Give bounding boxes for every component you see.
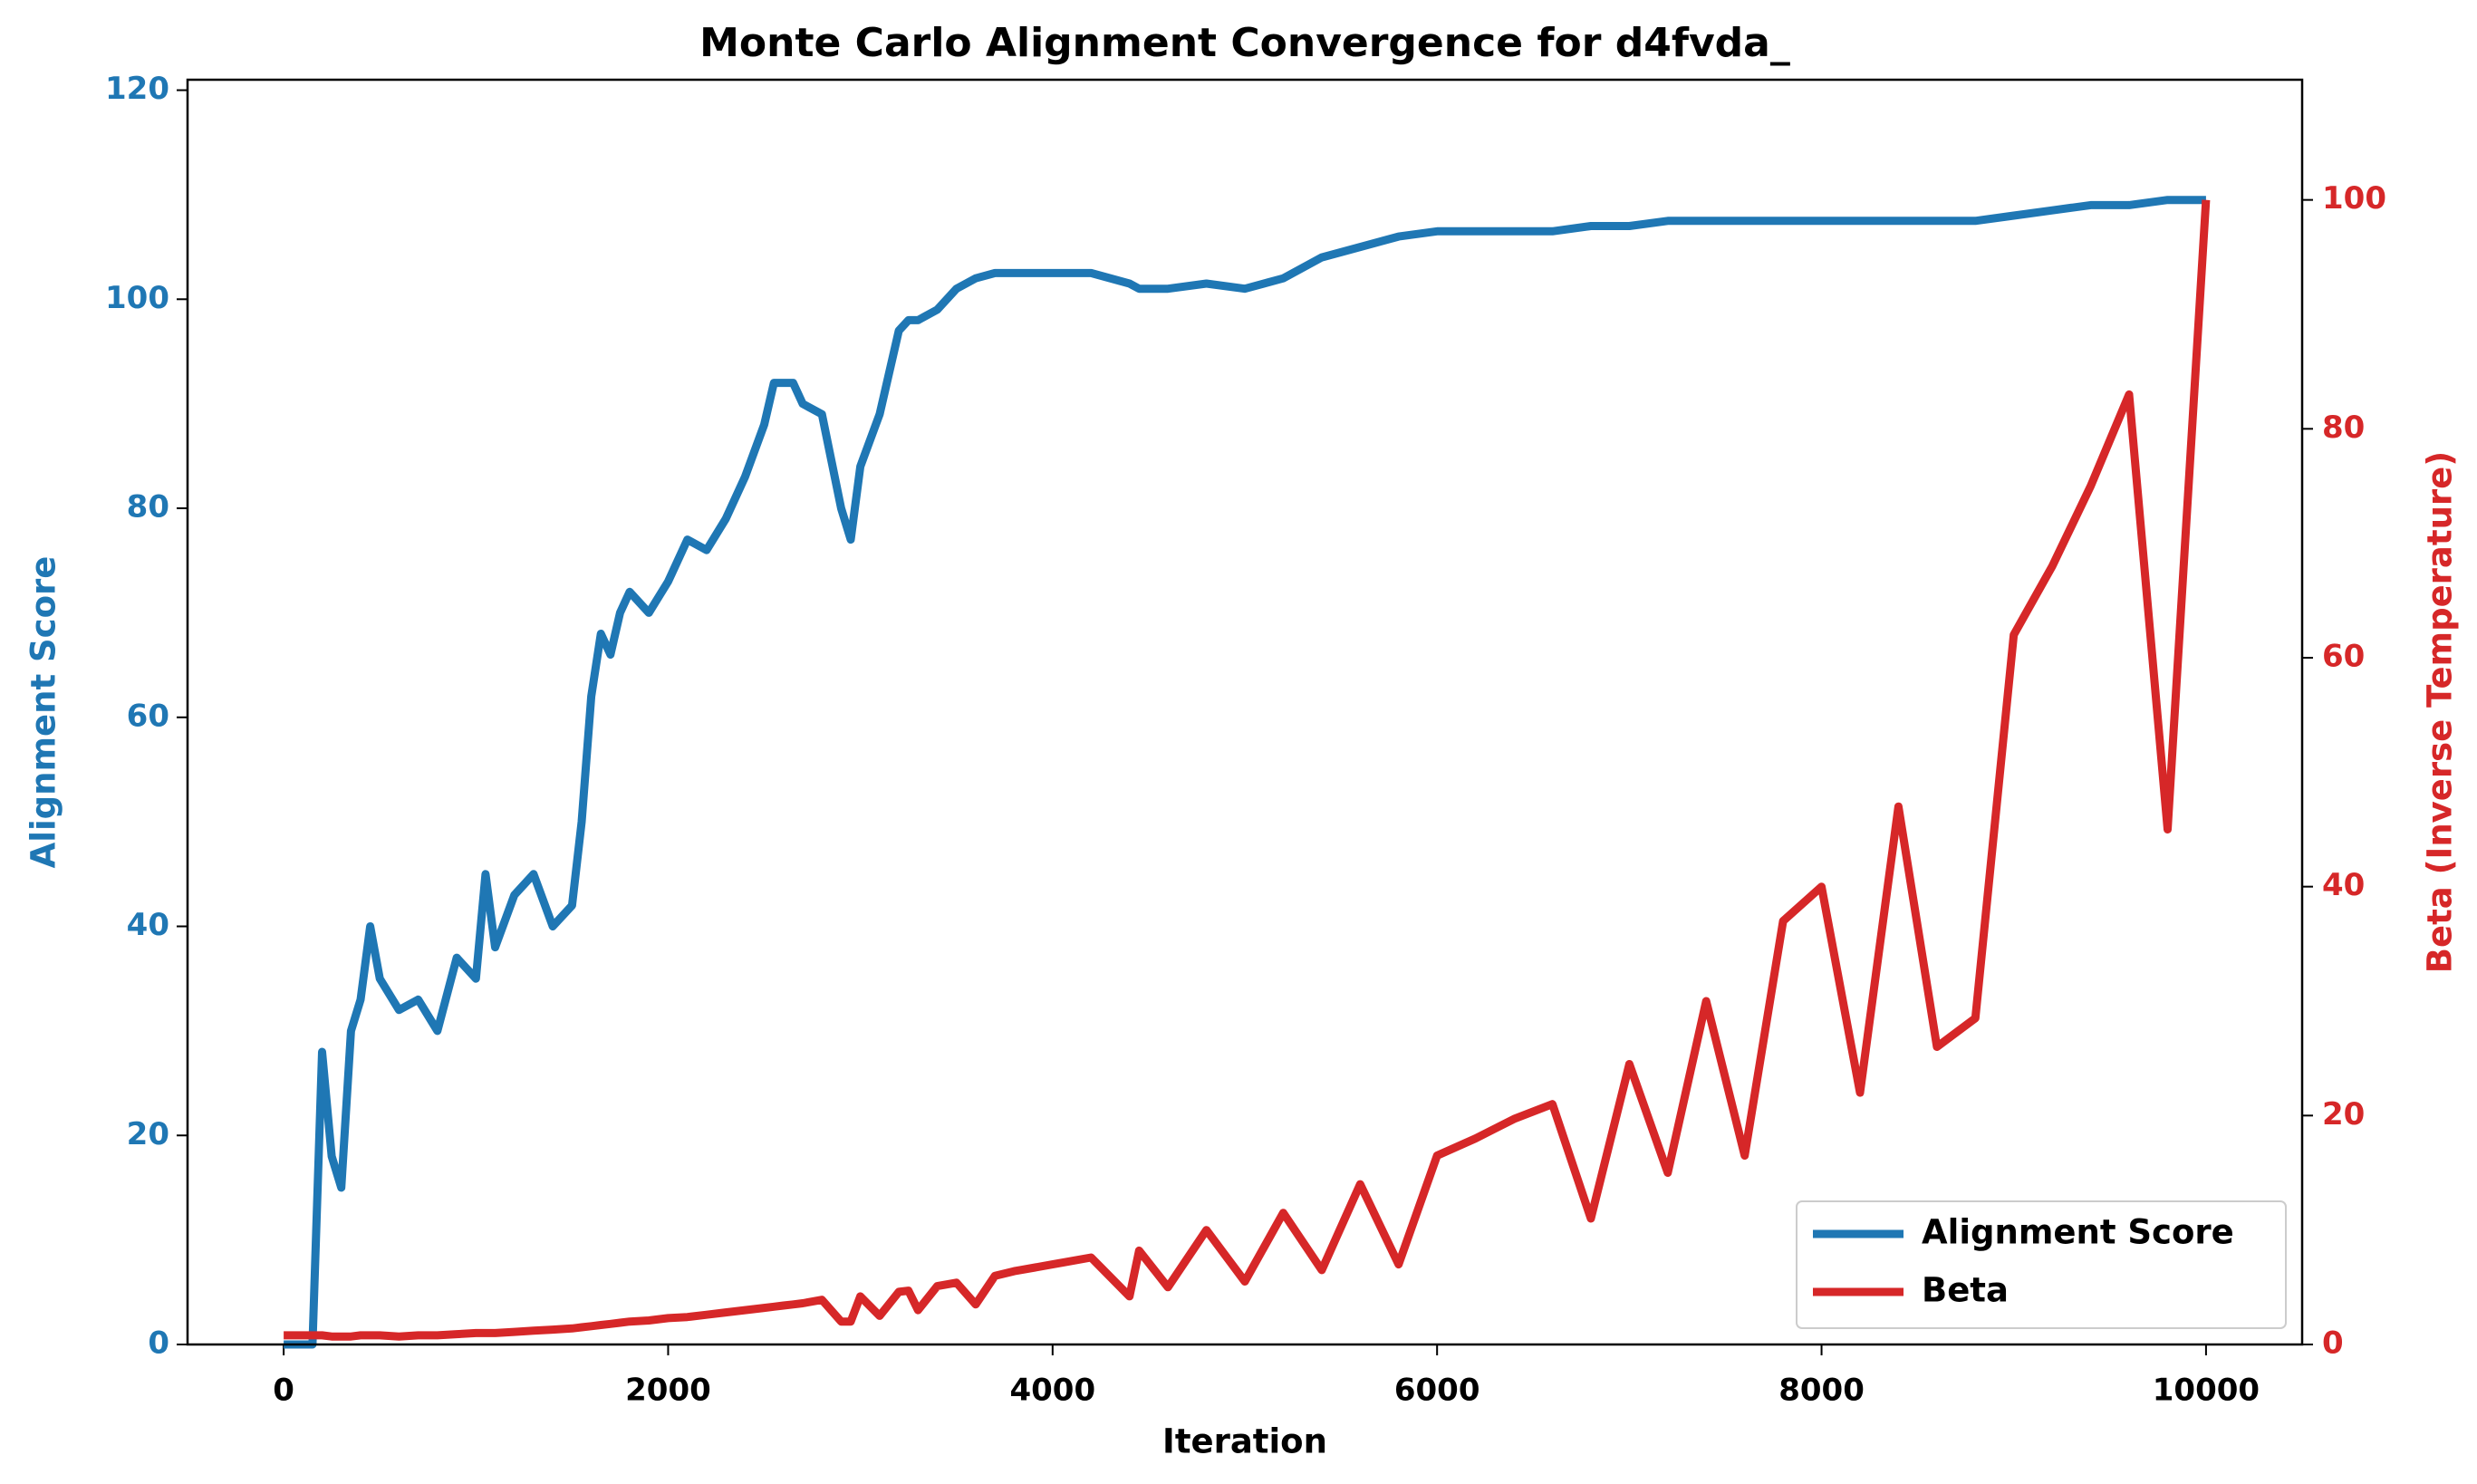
y2-axis-label: Beta (Inverse Temperature) bbox=[2421, 451, 2460, 973]
plot-frame bbox=[186, 78, 2304, 1346]
y-tick-label: 60 bbox=[127, 698, 169, 734]
y2-tick-label: 20 bbox=[2322, 1096, 2365, 1132]
x-tick-label: 10000 bbox=[2153, 1373, 2260, 1409]
legend-label: Beta bbox=[1922, 1271, 2009, 1310]
y2-tick-label: 100 bbox=[2322, 180, 2386, 217]
series-line bbox=[284, 196, 2206, 1349]
y-tick-label: 100 bbox=[105, 280, 169, 316]
x-tick-label: 0 bbox=[273, 1373, 294, 1409]
x-tick-label: 8000 bbox=[1778, 1373, 1865, 1409]
x-tick-label: 6000 bbox=[1394, 1373, 1480, 1409]
y2-tick-label: 80 bbox=[2322, 410, 2365, 446]
y2-tick-label: 0 bbox=[2322, 1325, 2344, 1362]
series-line bbox=[284, 199, 2211, 1341]
y-tick-label: 80 bbox=[127, 489, 169, 525]
y2-tick-label: 40 bbox=[2322, 867, 2365, 903]
x-tick-label: 2000 bbox=[625, 1373, 711, 1409]
chart-title: Monte Carlo Alignment Convergence for d4… bbox=[699, 20, 1790, 66]
y-tick-label: 120 bbox=[105, 71, 169, 107]
y-tick-label: 20 bbox=[127, 1116, 169, 1152]
x-tick-label: 4000 bbox=[1009, 1373, 1095, 1409]
y-tick-label: 40 bbox=[127, 907, 169, 943]
legend-label: Alignment Score bbox=[1922, 1213, 2234, 1252]
x-axis-label: Iteration bbox=[1162, 1422, 1327, 1461]
y2-tick-label: 60 bbox=[2322, 638, 2365, 674]
legend-box bbox=[1796, 1200, 2287, 1329]
y-axis-label: Alignment Score bbox=[24, 556, 63, 869]
y-tick-label: 0 bbox=[148, 1325, 169, 1362]
